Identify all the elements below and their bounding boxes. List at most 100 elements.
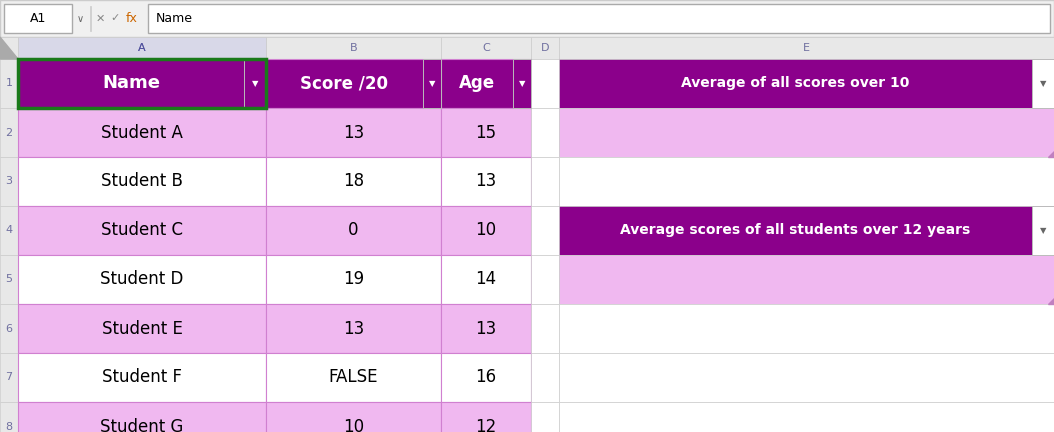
Text: Student E: Student E — [101, 320, 182, 337]
Bar — [243, 59, 266, 108]
Text: ▼: ▼ — [252, 79, 258, 88]
Bar — [531, 353, 559, 402]
Bar — [1032, 206, 1054, 255]
Bar — [266, 353, 441, 402]
Text: 6: 6 — [5, 324, 13, 334]
Bar — [0, 108, 18, 157]
Bar — [18, 37, 266, 59]
Bar — [513, 59, 531, 108]
Text: 14: 14 — [475, 270, 496, 289]
Text: Name: Name — [156, 12, 193, 25]
Text: Student G: Student G — [100, 417, 183, 432]
Text: ▼: ▼ — [1039, 79, 1047, 88]
Bar — [441, 255, 531, 304]
Text: 16: 16 — [475, 368, 496, 387]
Text: 13: 13 — [475, 172, 496, 191]
Bar — [441, 402, 531, 432]
Bar — [18, 108, 266, 157]
Bar — [0, 402, 18, 432]
Text: 1: 1 — [5, 79, 13, 89]
Bar — [18, 157, 266, 206]
Bar — [266, 402, 441, 432]
Text: Student C: Student C — [101, 222, 183, 239]
Text: Student A: Student A — [101, 124, 183, 142]
Bar — [18, 59, 266, 108]
Text: Age: Age — [458, 74, 495, 92]
Text: 13: 13 — [343, 320, 364, 337]
Bar — [531, 255, 559, 304]
Bar — [441, 37, 531, 59]
Bar — [18, 402, 266, 432]
Bar — [266, 59, 441, 108]
Bar — [0, 304, 18, 353]
Bar — [559, 157, 1054, 206]
Text: C: C — [482, 43, 490, 53]
Bar — [531, 108, 559, 157]
Text: Name: Name — [102, 74, 160, 92]
Text: B: B — [350, 43, 357, 53]
Text: 12: 12 — [475, 417, 496, 432]
Bar — [4, 4, 72, 33]
Text: FALSE: FALSE — [329, 368, 378, 387]
Bar — [18, 255, 266, 304]
Polygon shape — [0, 37, 18, 59]
Polygon shape — [1048, 298, 1054, 304]
Text: 3: 3 — [5, 177, 13, 187]
Bar — [1032, 59, 1054, 108]
Bar — [18, 59, 266, 108]
Text: A: A — [138, 43, 145, 53]
Bar — [423, 59, 441, 108]
Bar — [0, 59, 18, 108]
Bar — [18, 353, 266, 402]
Bar — [266, 157, 441, 206]
Bar — [266, 255, 441, 304]
Bar — [531, 37, 559, 59]
Bar — [441, 108, 531, 157]
Bar — [266, 108, 441, 157]
Text: 13: 13 — [343, 124, 364, 142]
Text: D: D — [541, 43, 549, 53]
Text: fx: fx — [126, 12, 138, 25]
Bar — [0, 206, 18, 255]
Bar — [559, 402, 1054, 432]
Text: ✕: ✕ — [95, 13, 104, 23]
Text: 13: 13 — [475, 320, 496, 337]
Bar — [0, 37, 18, 59]
Text: E: E — [803, 43, 811, 53]
Bar — [148, 4, 1050, 33]
Text: 19: 19 — [343, 270, 364, 289]
Bar — [559, 206, 1054, 255]
Text: 4: 4 — [5, 226, 13, 235]
Text: 10: 10 — [475, 222, 496, 239]
Text: ▼: ▼ — [429, 79, 435, 88]
Text: ▼: ▼ — [519, 79, 525, 88]
Bar — [531, 402, 559, 432]
Bar — [441, 353, 531, 402]
Text: ∨: ∨ — [77, 13, 83, 23]
Text: Average of all scores over 10: Average of all scores over 10 — [681, 76, 910, 90]
Text: Average scores of all students over 12 years: Average scores of all students over 12 y… — [621, 223, 971, 238]
Text: Score /20: Score /20 — [300, 74, 389, 92]
Text: 8: 8 — [5, 422, 13, 432]
Text: Student B: Student B — [101, 172, 183, 191]
Bar — [531, 206, 559, 255]
Bar — [531, 157, 559, 206]
Bar — [0, 157, 18, 206]
Text: 18: 18 — [343, 172, 364, 191]
Text: 2: 2 — [5, 127, 13, 137]
Text: 15: 15 — [475, 124, 496, 142]
Polygon shape — [1048, 151, 1054, 157]
Bar — [531, 59, 559, 108]
Text: Student D: Student D — [100, 270, 183, 289]
Text: 0: 0 — [348, 222, 358, 239]
Bar — [559, 59, 1054, 108]
Text: A: A — [138, 43, 145, 53]
Text: ✓: ✓ — [111, 13, 120, 23]
Bar — [266, 37, 441, 59]
Text: A1: A1 — [30, 12, 46, 25]
Bar — [559, 353, 1054, 402]
Bar — [559, 304, 1054, 353]
Bar — [0, 255, 18, 304]
Bar — [0, 0, 1054, 37]
Bar — [266, 206, 441, 255]
